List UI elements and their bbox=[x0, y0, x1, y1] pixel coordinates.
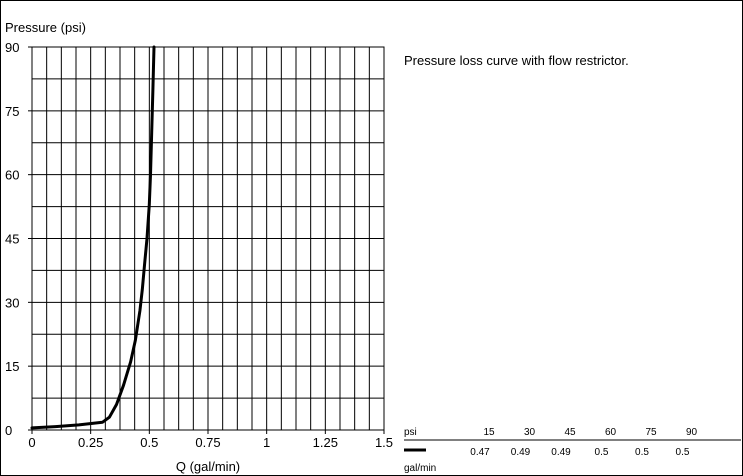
chart-title: Pressure loss curve with flow restrictor… bbox=[404, 53, 629, 68]
y-tick-label: 75 bbox=[5, 104, 19, 119]
x-axis-label: Q (gal/min) bbox=[176, 459, 240, 474]
table-value: 0.49 bbox=[511, 447, 531, 458]
x-axis-ticks: 0 0.25 0.5 0.75 1 1.25 1.5 bbox=[28, 430, 393, 450]
x-tick-label: 0.75 bbox=[195, 435, 220, 450]
x-tick-label: 0 bbox=[28, 435, 35, 450]
table-row1-label: psi bbox=[404, 427, 417, 438]
table-column-header: 75 bbox=[645, 427, 657, 438]
table-value: 0.5 bbox=[595, 447, 609, 458]
table-value: 0.5 bbox=[676, 447, 690, 458]
y-axis-ticks: 0 15 30 45 60 75 90 bbox=[5, 40, 32, 438]
table-column-header: 90 bbox=[686, 427, 698, 438]
x-tick-label: 0.5 bbox=[140, 435, 158, 450]
table-column-header: 30 bbox=[524, 427, 536, 438]
x-tick-label: 1 bbox=[263, 435, 270, 450]
x-tick-label: 1.5 bbox=[375, 435, 393, 450]
table-value: 0.47 bbox=[470, 447, 490, 458]
y-tick-label: 90 bbox=[5, 40, 19, 55]
y-tick-label: 15 bbox=[5, 359, 19, 374]
y-tick-label: 60 bbox=[5, 168, 19, 183]
table-columns: 15 0.47 30 0.49 45 0.49 60 0.5 75 0.5 90 0.5 bbox=[470, 427, 697, 458]
table-column-header: 60 bbox=[605, 427, 617, 438]
grid-lines bbox=[32, 47, 384, 430]
y-axis-label: Pressure (psi) bbox=[5, 20, 86, 35]
table-value: 0.49 bbox=[551, 447, 571, 458]
y-tick-label: 30 bbox=[5, 295, 19, 310]
y-tick-label: 0 bbox=[5, 423, 12, 438]
table-column-header: 45 bbox=[564, 427, 576, 438]
y-tick-label: 45 bbox=[5, 232, 19, 247]
table-value: 0.5 bbox=[635, 447, 649, 458]
data-table: psi gal/min 15 0.47 30 0.49 45 0.49 60 0.5 75 0.5… bbox=[404, 427, 741, 474]
pressure-loss-curve bbox=[30, 45, 156, 430]
table-row2-label: gal/min bbox=[404, 463, 436, 474]
plot-area: 0 0.25 0.5 0.75 1 1.25 1.5 0 15 30 45 60 75 90 bbox=[5, 40, 393, 450]
table-column-header: 15 bbox=[483, 427, 495, 438]
x-tick-label: 0.25 bbox=[78, 435, 103, 450]
x-tick-label: 1.25 bbox=[313, 435, 338, 450]
